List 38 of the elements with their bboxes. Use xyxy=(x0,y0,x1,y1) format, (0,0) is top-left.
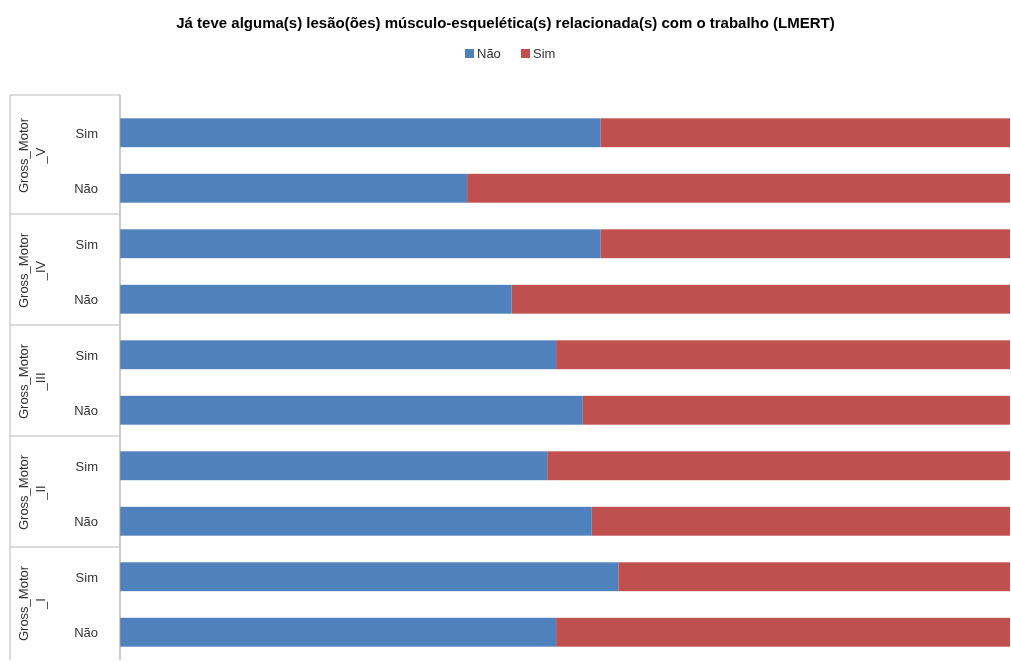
y-tick-label: Não xyxy=(74,625,98,641)
y-tick-label: Não xyxy=(74,514,98,530)
bar xyxy=(556,617,1010,647)
bar xyxy=(120,340,557,370)
bar xyxy=(120,617,557,647)
bar xyxy=(582,395,1010,425)
bar xyxy=(600,118,1010,148)
bar xyxy=(120,451,548,481)
text: Gross_Motor_II xyxy=(16,454,48,531)
legend-label: Não xyxy=(477,46,501,61)
bar xyxy=(467,173,1010,203)
y-tick-label: Sim xyxy=(75,236,98,252)
bar xyxy=(600,229,1010,259)
y-tick-label: Sim xyxy=(75,125,98,141)
y-tick-label: Sim xyxy=(75,347,98,363)
y-tick-label: Sim xyxy=(75,458,98,474)
bar xyxy=(618,562,1010,592)
legend-label: Sim xyxy=(533,46,556,61)
text: Gross_Motor_V xyxy=(16,117,48,194)
bar xyxy=(120,118,601,148)
bar xyxy=(547,451,1010,481)
bar xyxy=(556,340,1010,370)
bar xyxy=(120,506,592,536)
text: Gross_Motor_I xyxy=(16,565,48,642)
bar xyxy=(591,506,1010,536)
chart-title: Já teve alguma(s) lesão(ões) músculo-esquelética(s) relacionada(s) com o trabalho (LMERT) xyxy=(176,14,835,31)
bar xyxy=(120,395,583,425)
y-tick-label: Não xyxy=(74,292,98,308)
bar xyxy=(511,284,1010,314)
bar xyxy=(120,173,468,203)
bar xyxy=(120,284,512,314)
y-tick-label: Não xyxy=(74,181,98,197)
text: Gross_Motor_III xyxy=(16,343,48,420)
y-tick-label: Sim xyxy=(75,569,98,585)
bar xyxy=(120,229,601,259)
bar xyxy=(120,562,619,592)
text: Gross_Motor_IV xyxy=(16,232,48,309)
y-tick-label: Não xyxy=(74,403,98,419)
